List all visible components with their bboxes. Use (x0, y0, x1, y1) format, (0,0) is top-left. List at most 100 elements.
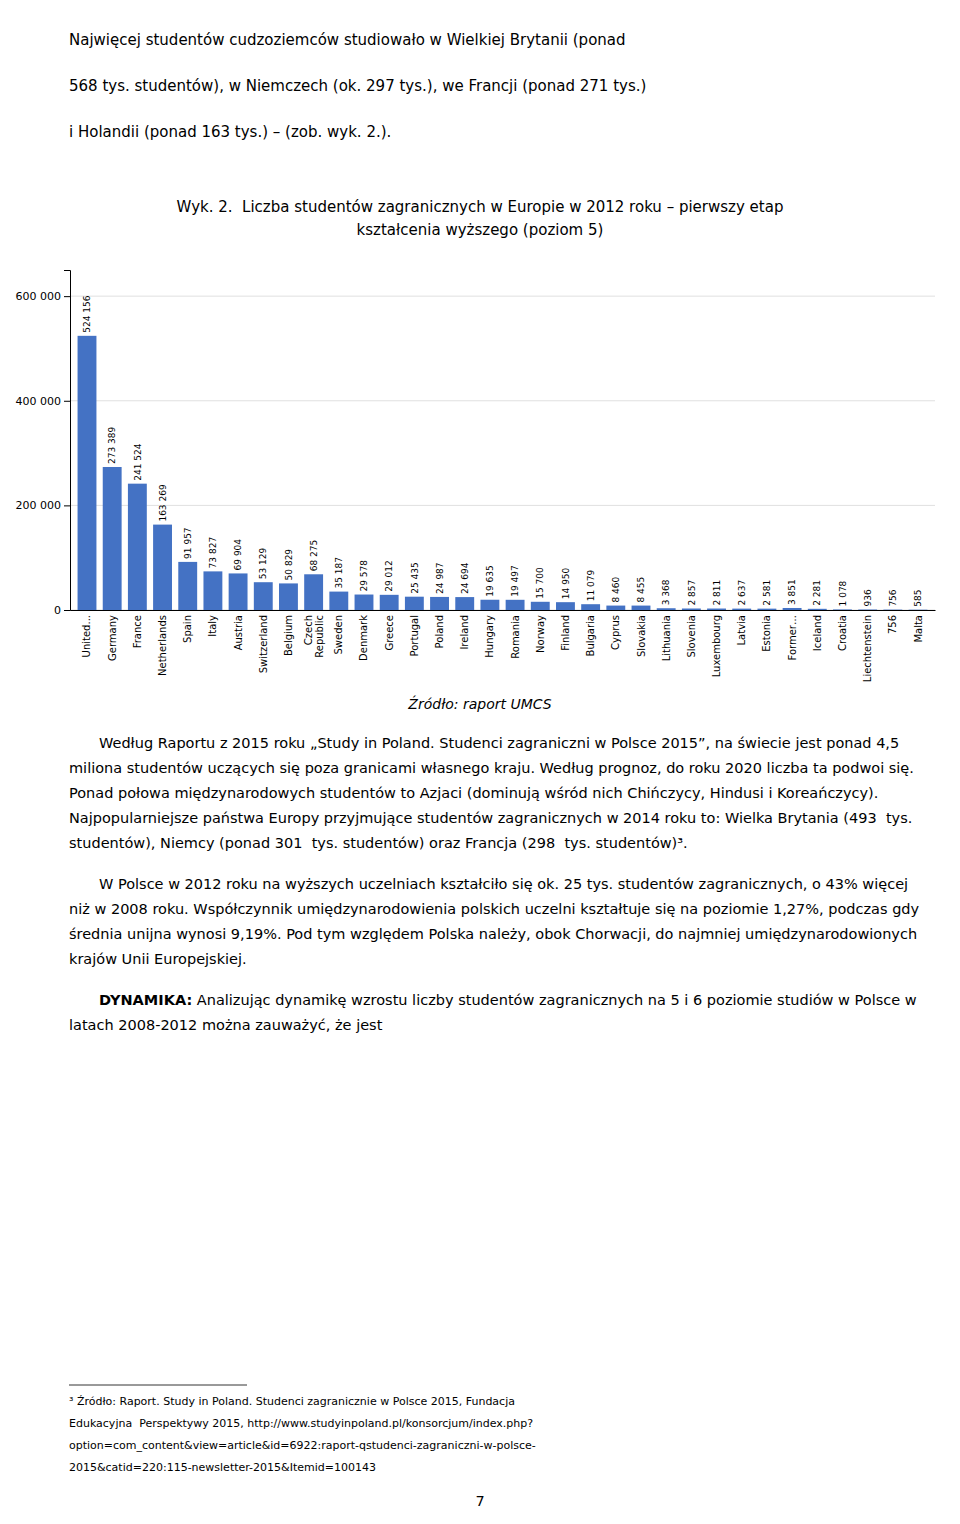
paragraph-1-line: studentów), Niemcy (ponad 301 tys. stude… (69, 835, 688, 851)
x-tick-label: Finland (560, 615, 571, 651)
x-tick-label-line: Latvia (736, 615, 747, 645)
data-label: 585 (913, 590, 923, 607)
x-tick: Bulgaria (585, 615, 596, 656)
data-label: 3 851 (787, 579, 797, 605)
bar (556, 602, 575, 610)
x-tick: Spain (182, 615, 193, 643)
x-tick-label-line: Slovakia (636, 615, 647, 657)
x-tick: Switzerland (258, 615, 269, 673)
x-tick: Portugal (409, 615, 420, 656)
x-tick: Belgium (283, 615, 294, 656)
x-tick-label: Slovenia (686, 615, 697, 658)
data-label: 25 435 (410, 562, 420, 594)
y-tick-label: 200 000 (16, 499, 62, 512)
bar (808, 609, 827, 610)
x-tick-label: Belgium (283, 615, 294, 656)
x-tick-label-line: United... (81, 615, 92, 657)
x-tick-label-line: Cyprus (610, 615, 621, 650)
bar (783, 608, 802, 610)
x-tick-label-line: Switzerland (258, 615, 269, 673)
x-tick: United... (81, 615, 92, 657)
grid-line (70, 505, 935, 506)
grid-line (70, 610, 935, 611)
x-tick-label-line: Portugal (409, 615, 420, 656)
bar (682, 609, 701, 610)
x-tick-label-line: Germany (107, 615, 118, 661)
data-labels: 524 156273 389241 524163 26991 95773 827… (82, 295, 923, 606)
header-line: 568 tys. studentów), w Niemczech (ok. 29… (69, 77, 646, 95)
data-label: 29 012 (384, 560, 394, 592)
x-tick-label-line: Republic (314, 615, 325, 658)
x-tick: Luxembourg (711, 615, 722, 677)
y-tick: 0 (54, 604, 70, 617)
bar (254, 582, 273, 610)
footnote-line: Edukacyjna Perspektywy 2015, http://www.… (69, 1417, 533, 1430)
data-label: 163 269 (158, 484, 168, 521)
x-tick-label-line: France (132, 615, 143, 648)
x-tick-label-line: 756 (887, 615, 898, 634)
data-label: 2 811 (712, 580, 722, 606)
data-label: 35 187 (334, 557, 344, 589)
x-tick-label-line: Estonia (761, 615, 772, 652)
data-label: 91 957 (183, 527, 193, 559)
x-tick: Lithuania (661, 615, 672, 661)
x-tick-label: Bulgaria (585, 615, 596, 656)
x-tick: Finland (560, 615, 571, 651)
x-tick: Ireland (459, 615, 470, 650)
x-tick: Croatia (837, 615, 848, 651)
chart: 0200 000400 000600 000United...GermanyFr… (16, 271, 936, 683)
x-tick-label: Cyprus (610, 615, 621, 650)
x-tick-label-line: Slovenia (686, 615, 697, 658)
bar (757, 609, 776, 610)
x-tick-label: Italy (207, 615, 218, 637)
paragraph-2-line: W Polsce w 2012 roku na wyższych uczelni… (99, 876, 908, 892)
y-tick: 400 000 (16, 395, 71, 408)
x-tick-label-line: Italy (207, 615, 218, 637)
bar (203, 571, 222, 610)
bar (480, 600, 499, 610)
x-tick-label: Estonia (761, 615, 772, 652)
x-tick: CzechRepublic (303, 615, 325, 658)
x-tick-label: 756 (887, 615, 898, 634)
data-label: 29 578 (359, 560, 369, 592)
bar (531, 602, 550, 610)
x-tick: Norway (535, 615, 546, 653)
footnote-line: option=com_content&view=article&id=6922:… (69, 1439, 536, 1452)
x-axis-line (71, 610, 936, 611)
x-tick: Liechtenstein (862, 615, 873, 682)
data-label: 2 637 (737, 580, 747, 606)
chart-title-line: Wyk. 2. Liczba studentów zagranicznych w… (177, 198, 784, 216)
x-tick-label-line: Former… (787, 615, 798, 660)
x-tick: Slovenia (686, 615, 697, 658)
x-tick: Italy (207, 615, 218, 637)
x-tick-label: Croatia (837, 615, 848, 651)
header-line: i Holandii (ponad 163 tys.) – (zob. wyk.… (69, 123, 391, 141)
y-tick-label: 0 (54, 604, 61, 617)
x-tick-label-line: Hungary (484, 615, 495, 658)
data-label: 50 829 (284, 549, 294, 581)
bar (78, 336, 97, 610)
x-tick-label-line: Bulgaria (585, 615, 596, 656)
x-tick: France (132, 615, 143, 648)
y-tick-mark (64, 296, 70, 297)
x-tick-label: Iceland (812, 615, 823, 651)
data-label: 19 635 (485, 565, 495, 597)
header-line: Najwięcej studentów cudzoziemców studiow… (69, 31, 626, 49)
data-label: 241 524 (133, 443, 143, 480)
x-tick-label-line: Finland (560, 615, 571, 651)
x-tick: Estonia (761, 615, 772, 652)
x-tick-label-line: Luxembourg (711, 615, 722, 677)
footnote-line: 2015&catid=220:115-newsletter-2015&Itemi… (69, 1461, 376, 1474)
x-tick: Malta (913, 615, 924, 643)
x-tick: Poland (434, 615, 445, 648)
bar (304, 574, 323, 610)
grid-line (70, 400, 935, 401)
x-tick-label-line: Czech (303, 615, 314, 645)
data-label: 73 827 (208, 537, 218, 569)
x-tick-label: Austria (233, 615, 244, 650)
x-tick-label: Former… (787, 615, 798, 660)
data-label: 53 129 (258, 547, 268, 579)
bar (279, 583, 298, 610)
bar (329, 592, 348, 610)
paragraph-2-line: krajów Unii Europejskiej. (69, 951, 247, 967)
